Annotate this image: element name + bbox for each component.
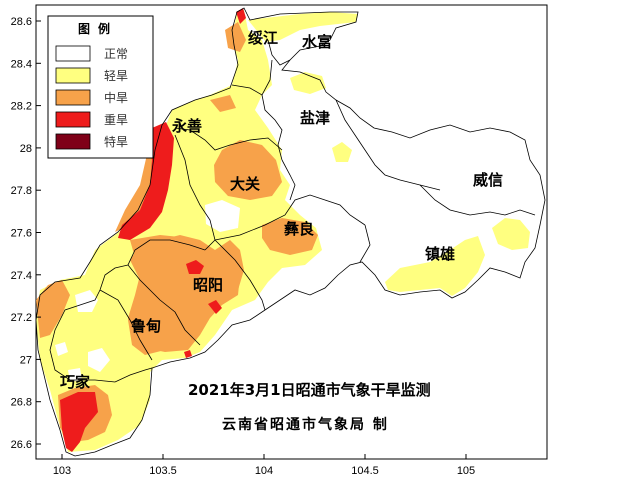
moderate-drought-qiaojia-west — [36, 280, 70, 338]
legend-swatch — [55, 133, 91, 150]
county-label-yiliang: 彝良 — [284, 220, 314, 238]
y-tick-label: 26.8 — [11, 397, 32, 409]
x-tick-label: 104 — [255, 465, 273, 477]
boundary-daguan-yiliang — [214, 194, 326, 241]
x-tick-label: 105 — [457, 465, 475, 477]
legend-swatch — [55, 111, 91, 128]
moderate-drought-north — [225, 22, 246, 52]
severe-drought-zhaoyang-1 — [186, 260, 204, 274]
boundary-ludian-qiaojia — [49, 264, 153, 383]
severe-drought-ludian — [184, 350, 192, 358]
moderate-drought-zhaoyang — [128, 235, 240, 352]
moderate-drought-daguan — [214, 140, 282, 200]
moderate-drought-suijiang — [210, 95, 236, 112]
light-drought-yanjin — [332, 142, 352, 162]
light-drought-shuifu — [290, 72, 326, 94]
normal-pocket-1 — [75, 290, 98, 312]
legend-label: 中旱 — [104, 90, 128, 105]
severe-drought-yongshan-west — [118, 122, 174, 240]
drought-layer — [36, 10, 530, 452]
county-label-zhaoyang: 昭阳 — [193, 276, 223, 294]
y-tick-label: 28.2 — [11, 101, 32, 113]
y-tick-label: 28.4 — [11, 58, 32, 70]
legend-title: 图例 — [78, 21, 118, 36]
y-tick-label: 27.2 — [11, 312, 32, 324]
map-subtitle: 云南省昭通市气象局 制 — [222, 416, 389, 433]
county-label-daguan: 大关 — [230, 175, 260, 193]
light-drought-zhenxiong — [385, 236, 485, 296]
legend-label: 重旱 — [104, 113, 128, 127]
county-label-ludian: 鲁甸 — [131, 317, 161, 335]
moderate-drought-yiliang — [262, 218, 318, 255]
boundary-zhenxiong-weixin — [419, 184, 536, 216]
legend-swatch — [55, 45, 91, 62]
normal-pockets — [55, 200, 240, 382]
x-tick-label: 103 — [53, 465, 71, 477]
county-label-shuifu: 水富 — [302, 33, 332, 51]
y-axis: 28.6 28.4 28.2 28 27.8 27.6 27.4 27.2 27 26.8 26.6 — [11, 16, 41, 451]
county-label-weixin: 威信 — [473, 171, 503, 189]
legend-label: 特旱 — [104, 134, 128, 149]
normal-pocket-2 — [55, 342, 68, 356]
normal-pocket-4 — [205, 200, 240, 232]
county-label-qiaojia: 巧家 — [60, 373, 90, 391]
map-title: 2021年3月1日昭通市气象干旱监测 — [188, 381, 431, 399]
severe-drought-zhaoyang-2 — [208, 300, 222, 314]
boundary-yiliang-zhenxiong — [359, 224, 371, 263]
y-tick-label: 27.4 — [11, 270, 32, 282]
boundary-zhaoyang-ludian — [127, 239, 206, 346]
legend-swatch — [55, 89, 91, 106]
boundary-yanjin-yiliang — [324, 199, 366, 226]
y-tick-label: 28 — [20, 143, 32, 155]
y-tick-label: 27.8 — [11, 185, 32, 197]
county-label-zhenxiong: 镇雄 — [425, 245, 455, 263]
x-axis: 103 103.5 104 104.5 105 — [53, 454, 475, 477]
light-drought-north — [248, 12, 358, 42]
boundary-qiaojia-zhaoyang — [99, 289, 153, 361]
legend-label: 正常 — [104, 47, 128, 61]
county-label-yongshan: 永善 — [171, 117, 202, 135]
severe-drought-layer — [60, 8, 246, 452]
x-tick-label: 104.5 — [351, 465, 379, 477]
city-outline — [35, 7, 546, 457]
legend-label: 轻旱 — [104, 69, 128, 83]
light-drought-weixin — [492, 218, 530, 250]
legend-swatch — [55, 67, 91, 84]
boundary-yongshan-daguan — [174, 127, 283, 151]
county-boundaries — [35, 7, 546, 457]
county-label-yanjin: 盐津 — [300, 109, 330, 127]
x-tick-label: 103.5 — [149, 465, 177, 477]
boundary-yanjin-weixin — [335, 99, 441, 191]
boundary-yiliang-zhaoyang — [214, 239, 266, 311]
severe-drought-north-tip — [236, 8, 246, 24]
y-tick-label: 27.6 — [11, 228, 32, 240]
normal-pocket-5 — [68, 368, 82, 382]
county-label-suijiang: 绥江 — [248, 29, 278, 47]
light-drought-west — [36, 10, 322, 452]
boundary-suijiang-shuifu — [267, 39, 291, 66]
y-tick-label: 26.6 — [11, 439, 32, 451]
severe-drought-qiaojia-south — [60, 392, 98, 452]
y-tick-label: 27 — [20, 354, 32, 366]
normal-pocket-3 — [88, 348, 110, 372]
y-tick-label: 28.6 — [11, 16, 32, 28]
county-labels: 绥江 水富 盐津 永善 大关 威信 彝良 镇雄 昭阳 鲁甸 巧家 — [60, 29, 503, 391]
boundary-yanjin-daguan — [281, 159, 296, 201]
